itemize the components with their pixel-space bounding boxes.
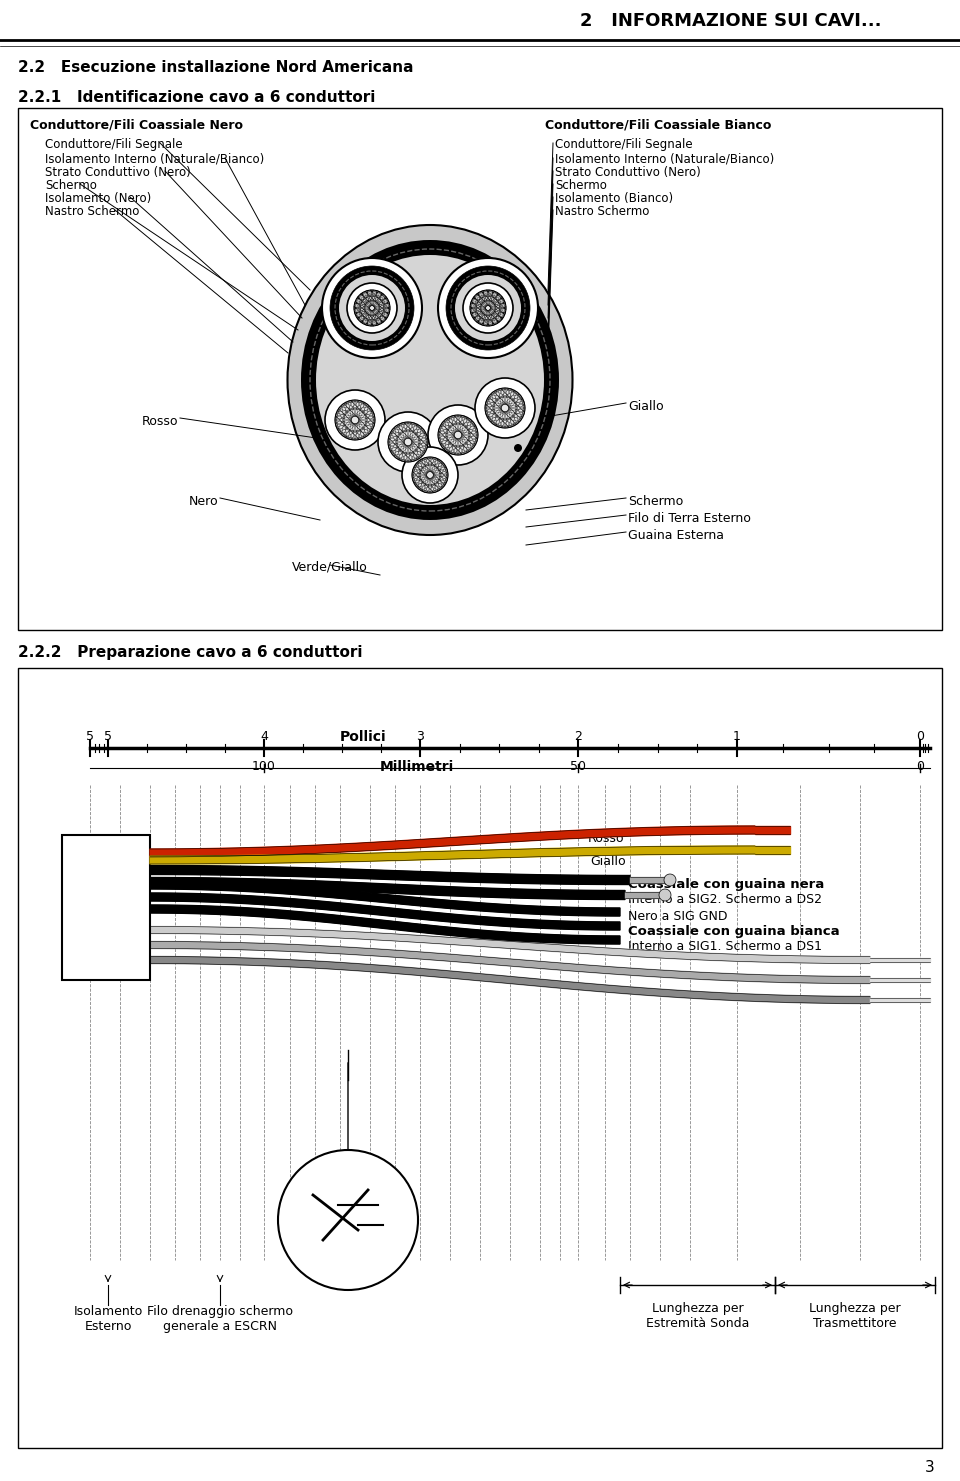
Polygon shape [630,877,665,883]
Ellipse shape [287,225,572,535]
Circle shape [325,390,385,450]
Circle shape [347,283,397,333]
Polygon shape [755,846,790,855]
Text: Schermo: Schermo [45,179,97,193]
Text: 2.2.1   Identificazione cavo a 6 conduttori: 2.2.1 Identificazione cavo a 6 conduttor… [18,90,375,105]
Circle shape [388,422,428,462]
Circle shape [402,447,458,504]
Text: Isolamento Interno (Naturale/Bianco): Isolamento Interno (Naturale/Bianco) [45,153,264,166]
Text: Guaina Esterna: Guaina Esterna [628,529,724,542]
Polygon shape [870,998,930,1003]
Text: Interno a SIG1. Schermo a DS1: Interno a SIG1. Schermo a DS1 [628,940,822,952]
Text: 0: 0 [916,730,924,743]
Text: Isolamento (Bianco): Isolamento (Bianco) [555,193,673,204]
Polygon shape [150,846,755,863]
Text: Rosso: Rosso [588,832,625,846]
Text: Giallo: Giallo [590,855,626,868]
Circle shape [446,267,530,350]
Text: 0: 0 [916,760,924,773]
Text: Coassiale con guaina bianca: Coassiale con guaina bianca [628,926,840,937]
Polygon shape [150,865,630,884]
Polygon shape [870,977,930,982]
Text: Interno a SIG2. Schermo a DS2: Interno a SIG2. Schermo a DS2 [628,893,822,906]
Text: 3: 3 [925,1460,935,1475]
Text: Conduttore/Fili Segnale: Conduttore/Fili Segnale [555,138,692,151]
Circle shape [470,290,506,326]
Circle shape [455,275,521,341]
Circle shape [322,258,422,358]
Circle shape [354,290,390,326]
Circle shape [335,400,375,440]
Text: Isolamento (Nero): Isolamento (Nero) [45,193,152,204]
Text: 3: 3 [416,730,424,743]
Text: 2.2.2   Preparazione cavo a 6 conduttori: 2.2.2 Preparazione cavo a 6 conduttori [18,646,363,661]
Text: Strato Conduttivo (Nero): Strato Conduttivo (Nero) [45,166,191,179]
Bar [18,668,942,1448]
Text: 5: 5 [86,730,94,743]
Text: Millimetri: Millimetri [380,760,454,775]
Polygon shape [150,905,620,943]
Text: 1: 1 [733,730,741,743]
Text: 2: 2 [574,730,582,743]
Text: Pollici: Pollici [340,730,387,743]
Bar [62,835,150,980]
Polygon shape [150,927,870,964]
Circle shape [485,388,525,428]
Text: Nero a SIG GND: Nero a SIG GND [628,909,728,923]
Text: Conduttore/Fili Segnale: Conduttore/Fili Segnale [45,138,182,151]
Circle shape [475,378,535,438]
Circle shape [278,1151,418,1290]
Text: Conduttore/Fili Coassiale Nero: Conduttore/Fili Coassiale Nero [30,118,243,130]
Text: Lunghezza per
Estremità Sonda: Lunghezza per Estremità Sonda [646,1302,749,1330]
Text: 2   INFORMAZIONE SUI CAVI...: 2 INFORMAZIONE SUI CAVI... [580,12,881,30]
Circle shape [330,267,414,350]
Circle shape [378,412,438,472]
Ellipse shape [316,255,544,505]
Circle shape [659,889,671,900]
Text: Schermo: Schermo [555,179,607,193]
Circle shape [339,275,405,341]
Text: Isolamento Interno (Naturale/Bianco): Isolamento Interno (Naturale/Bianco) [555,153,775,166]
Polygon shape [150,957,870,1004]
Circle shape [514,444,522,452]
Text: 5: 5 [104,730,112,743]
Polygon shape [150,878,625,899]
Polygon shape [625,892,660,897]
Text: 4: 4 [260,730,268,743]
Polygon shape [870,958,930,963]
Circle shape [438,415,478,455]
Text: Filo drenaggio schermo
generale a ESCRN: Filo drenaggio schermo generale a ESCRN [147,1305,293,1333]
Polygon shape [150,881,620,917]
Polygon shape [150,942,870,983]
Circle shape [428,404,488,465]
Text: Schermo: Schermo [628,495,684,508]
Text: Lunghezza per
Trasmettitore: Lunghezza per Trasmettitore [809,1302,900,1330]
Circle shape [463,283,513,333]
Text: Nero: Nero [188,495,218,508]
Text: Strato Conduttivo (Nero): Strato Conduttivo (Nero) [555,166,701,179]
Polygon shape [150,826,755,857]
Text: Nastro Schermo: Nastro Schermo [555,204,649,218]
Text: Isolamento
Esterno: Isolamento Esterno [73,1305,143,1333]
Text: 100: 100 [252,760,276,773]
Text: Giallo: Giallo [628,400,663,413]
Ellipse shape [301,240,559,520]
Text: Verde/Giallo: Verde/Giallo [292,560,368,573]
Text: Coassiale con guaina nera: Coassiale con guaina nera [628,878,825,892]
Circle shape [664,874,676,886]
Text: Nastro Schermo: Nastro Schermo [45,204,139,218]
Text: Filo di Terra Esterno: Filo di Terra Esterno [628,512,751,524]
Polygon shape [150,893,620,930]
Text: 50: 50 [570,760,586,773]
Text: Conduttore/Fili Coassiale Bianco: Conduttore/Fili Coassiale Bianco [545,118,772,130]
Polygon shape [755,826,790,834]
Circle shape [438,258,538,358]
Circle shape [412,458,448,493]
Bar [18,108,942,629]
Text: Rosso: Rosso [141,415,178,428]
Text: 2.2   Esecuzione installazione Nord Americana: 2.2 Esecuzione installazione Nord Americ… [18,61,414,76]
